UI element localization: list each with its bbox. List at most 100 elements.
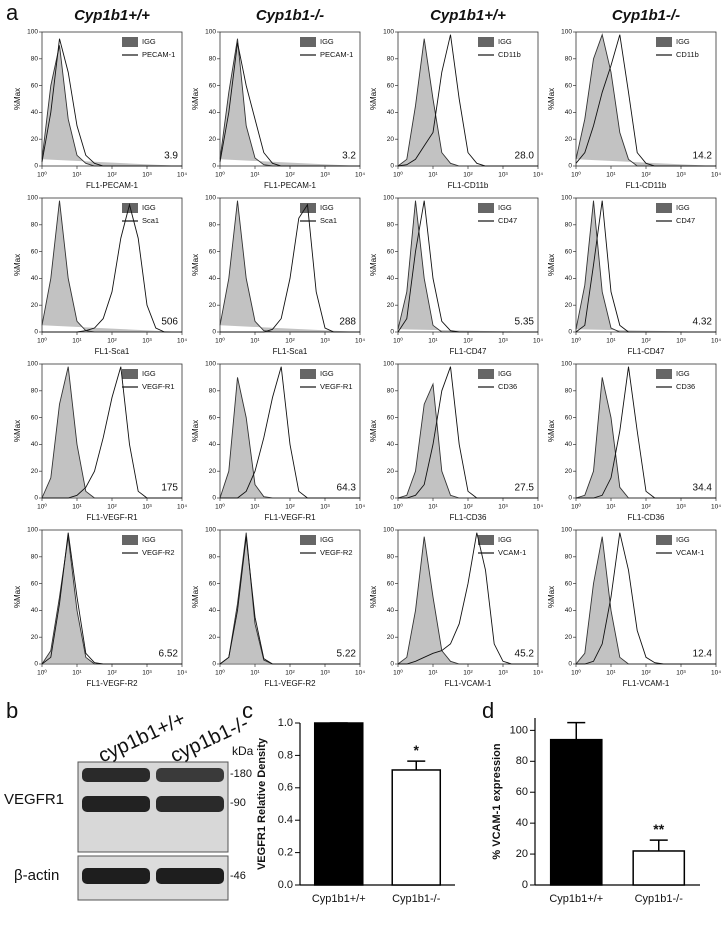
x-tick-label: 10³ — [498, 670, 508, 677]
y-tick-label: 80 — [387, 554, 395, 561]
histogram-line — [397, 34, 538, 167]
legend-label: IGG — [142, 535, 156, 544]
annotation: 5.35 — [515, 317, 535, 328]
histogram-line — [575, 200, 716, 333]
y-tick-label: 0 — [34, 661, 38, 668]
blot-band — [82, 796, 150, 812]
y-tick-label: 0.0 — [278, 879, 293, 891]
legend-label: IGG — [320, 203, 334, 212]
legend-swatch — [478, 535, 494, 545]
y-tick-label: 0.4 — [278, 814, 293, 826]
blot-band — [82, 768, 150, 782]
isotype-area — [397, 382, 538, 499]
x-tick-label: 10⁴ — [355, 670, 365, 677]
annotation: 64.3 — [337, 483, 357, 494]
legend-label: VCAM-1 — [498, 548, 526, 557]
x-tick-label: 10³ — [142, 504, 152, 511]
y-tick-label: 100 — [205, 29, 216, 36]
y-tick-label: 40 — [209, 441, 217, 448]
x-axis-label: FL1-CD47 — [628, 347, 665, 356]
x-axis-label: FL1-VEGF-R1 — [86, 513, 138, 522]
legend-label: IGG — [676, 535, 690, 544]
x-tick-label: Cyp1b1-/- — [635, 893, 684, 905]
y-tick-label: 20 — [387, 634, 395, 641]
y-tick-label: 100 — [383, 361, 394, 368]
y-axis-label: %Max — [369, 586, 378, 608]
x-tick-label: 10⁴ — [177, 670, 187, 677]
x-axis-label: FL1-PECAM-1 — [86, 181, 139, 190]
y-axis-label: %Max — [13, 420, 22, 442]
y-tick-label: 0.2 — [278, 847, 293, 859]
x-axis-label: FL1-VCAM-1 — [445, 679, 492, 688]
isotype-area — [219, 377, 360, 499]
y-tick-label: 20 — [209, 302, 217, 309]
y-tick-label: 40 — [31, 441, 39, 448]
x-tick-label: 10¹ — [606, 338, 616, 345]
y-tick-label: 20 — [31, 302, 39, 309]
y-axis-label: %Max — [547, 586, 556, 608]
annotation: 4.32 — [693, 317, 713, 328]
x-tick-label: 10² — [641, 172, 651, 179]
legend-label: IGG — [142, 203, 156, 212]
x-tick-label: 10⁴ — [177, 504, 187, 511]
x-axis-label: FL1-Sca1 — [273, 347, 308, 356]
legend-swatch — [656, 535, 672, 545]
legend-label: CD11b — [498, 50, 521, 59]
x-axis-label: FL1-CD47 — [450, 347, 487, 356]
y-tick-label: 100 — [205, 527, 216, 534]
y-tick-label: 0 — [212, 163, 216, 170]
x-tick-label: 10⁴ — [533, 504, 543, 511]
y-tick-label: 100 — [27, 527, 38, 534]
y-tick-label: 40 — [209, 275, 217, 282]
y-axis-label: %Max — [191, 254, 200, 276]
x-tick-label: 10⁰ — [571, 337, 581, 345]
y-tick-label: 80 — [565, 554, 573, 561]
y-tick-label: 80 — [209, 554, 217, 561]
y-tick-label: 80 — [31, 554, 39, 561]
y-tick-label: 0.8 — [278, 749, 293, 761]
x-tick-label: 10⁰ — [37, 337, 47, 345]
row-label: VEGFR1 — [4, 791, 64, 808]
legend-label: VEGF-R2 — [142, 548, 175, 557]
histogram-line — [42, 202, 182, 333]
y-tick-label: 20 — [565, 302, 573, 309]
y-tick-label: 80 — [209, 222, 217, 229]
x-tick-label: 10⁰ — [215, 669, 225, 677]
y-axis-label: %Max — [13, 88, 22, 110]
x-tick-label: 10⁴ — [711, 504, 721, 511]
x-tick-label: 10³ — [498, 172, 508, 179]
x-tick-label: 10⁰ — [393, 503, 403, 511]
x-tick-label: 10² — [463, 172, 473, 179]
x-tick-label: 10⁰ — [571, 669, 581, 677]
y-tick-label: 100 — [205, 361, 216, 368]
y-tick-label: 0 — [34, 163, 38, 170]
y-tick-label: 80 — [31, 56, 39, 63]
y-tick-label: 60 — [565, 580, 573, 587]
x-tick-label: 10⁴ — [711, 338, 721, 345]
x-tick-label: 10⁰ — [37, 669, 47, 677]
annotation: 506 — [161, 317, 178, 328]
legend-label: CD47 — [676, 216, 695, 225]
legend-swatch — [478, 369, 494, 379]
y-tick-label: 60 — [31, 414, 39, 421]
x-tick-label: Cyp1b1+/+ — [549, 893, 603, 905]
x-tick-label: 10¹ — [250, 172, 260, 179]
y-axis-label: %Max — [369, 420, 378, 442]
y-tick-label: 100 — [383, 527, 394, 534]
y-tick-label: 20 — [209, 634, 217, 641]
x-tick-label: 10⁰ — [571, 503, 581, 511]
x-axis-label: FL1-VEGF-R2 — [264, 679, 316, 688]
y-tick-label: 40 — [31, 275, 39, 282]
y-tick-label: 80 — [31, 222, 39, 229]
isotype-area — [41, 45, 182, 167]
x-tick-label: 10⁴ — [533, 338, 543, 345]
x-tick-label: Cyp1b1-/- — [392, 893, 441, 905]
x-tick-label: 10³ — [498, 504, 508, 511]
y-tick-label: 100 — [561, 361, 572, 368]
x-tick-label: 10¹ — [250, 338, 260, 345]
y-tick-label: 0 — [390, 329, 394, 336]
x-tick-label: Cyp1b1+/+ — [312, 893, 366, 905]
x-tick-label: 10³ — [320, 338, 330, 345]
y-tick-label: 100 — [27, 195, 38, 202]
